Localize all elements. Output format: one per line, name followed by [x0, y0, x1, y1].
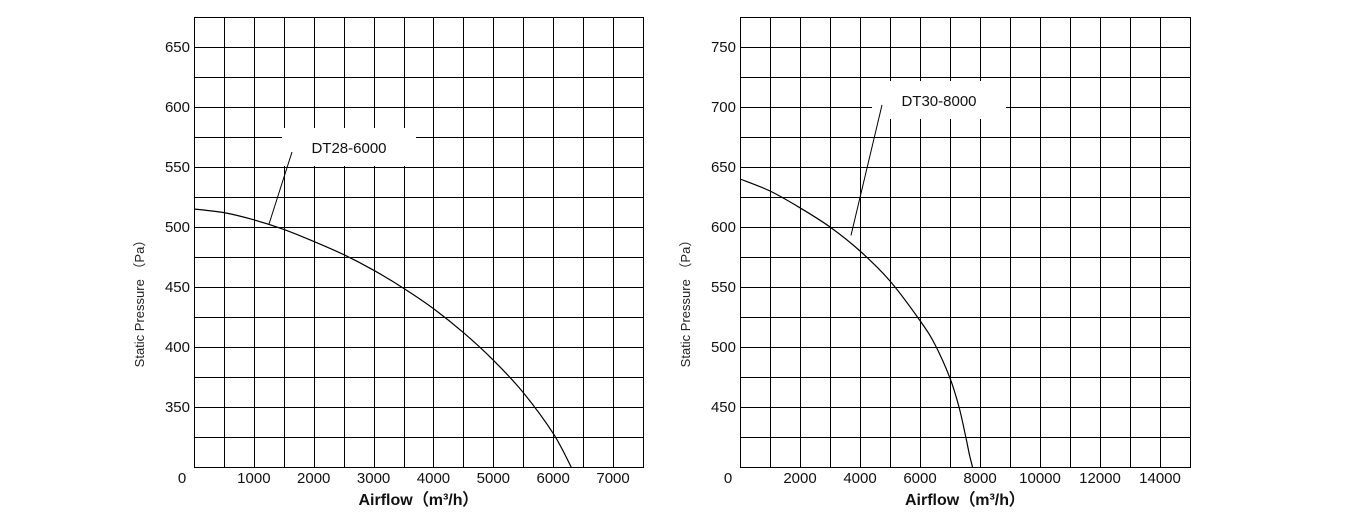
x-tick-label: 2000 — [297, 470, 330, 487]
y-tick-label: 650 — [711, 159, 736, 176]
y-tick-label: 500 — [711, 339, 736, 356]
plot-frame — [194, 17, 644, 468]
origin-tick-label: 0 — [178, 470, 186, 487]
x-tick-label: 14000 — [1139, 470, 1181, 487]
chart-1: DT28-6000 350 400 450 500 550 600 650 0 1000 2000 3… — [132, 17, 644, 509]
y-tick-label: 400 — [165, 339, 190, 356]
y-tick-label: 550 — [711, 279, 736, 296]
series-label: DT30-8000 — [901, 93, 976, 110]
series-leader-line — [850, 104, 883, 236]
x-tick-label: 6000 — [537, 470, 570, 487]
y-axis-title: Static Pressure （Pa） — [678, 234, 693, 368]
y-tick-label: 550 — [165, 159, 190, 176]
series-line-dt28-6000 — [193, 208, 572, 468]
series-label-box — [872, 81, 1006, 119]
y-tick-label: 750 — [711, 39, 736, 56]
y-tick-label: 350 — [165, 399, 190, 416]
series-label-box — [282, 128, 416, 166]
grid — [194, 17, 643, 467]
x-tick-label: 4000 — [843, 470, 876, 487]
x-tick-label: 3000 — [357, 470, 390, 487]
y-tick-label: 600 — [165, 99, 190, 116]
y-tick-label: 700 — [711, 99, 736, 116]
series-label: DT28-6000 — [311, 140, 386, 157]
x-tick-label: 8000 — [963, 470, 996, 487]
x-axis-title: Airflow（m³/h） — [905, 491, 1025, 509]
y-tick-label: 600 — [711, 219, 736, 236]
y-tick-label: 650 — [165, 39, 190, 56]
chart-2: DT30-8000 450 500 550 600 650 700 750 0 2000 4000 6… — [678, 17, 1191, 509]
series-line-dt30-8000 — [739, 178, 974, 468]
y-tick-label: 450 — [165, 279, 190, 296]
x-tick-label: 6000 — [903, 470, 936, 487]
y-tick-label: 450 — [711, 399, 736, 416]
x-axis-title: Airflow（m³/h） — [359, 491, 479, 509]
x-tick-label: 5000 — [477, 470, 510, 487]
x-tick-label: 4000 — [417, 470, 450, 487]
series-leader-line — [268, 151, 293, 225]
x-tick-label: 1000 — [237, 470, 270, 487]
x-tick-label: 12000 — [1079, 470, 1121, 487]
plot-frame — [740, 17, 1191, 468]
x-tick-label: 7000 — [596, 470, 629, 487]
y-axis-title: Static Pressure （Pa） — [132, 234, 147, 368]
origin-tick-label: 0 — [724, 470, 732, 487]
x-tick-label: 10000 — [1019, 470, 1061, 487]
x-tick-label: 2000 — [783, 470, 816, 487]
y-tick-label: 500 — [165, 219, 190, 236]
grid — [740, 17, 1190, 467]
